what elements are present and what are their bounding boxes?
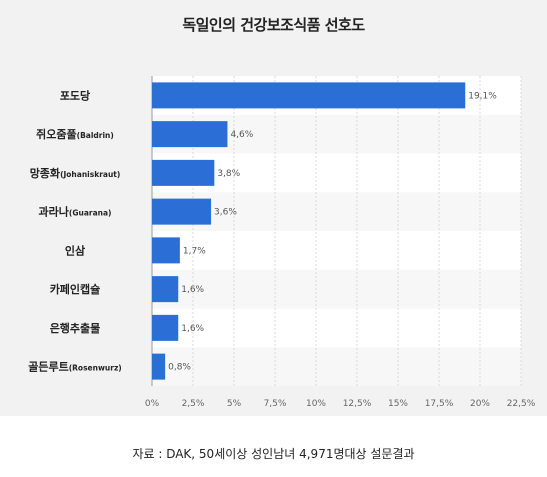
category-label: 망종화(Johaniskraut) [30,166,121,180]
x-tick-label: 22,5% [507,399,536,409]
source-note: 자료 : DAK, 50세이상 성인남녀 4,971명대상 설문결과 [132,447,415,461]
bar [152,276,179,303]
value-label: 4,6% [230,130,253,140]
bar [152,353,166,380]
bar [152,237,180,264]
bar [152,314,179,341]
value-label: 1,7% [183,246,206,256]
category-label: 골든루트(Rosenwurz) [28,361,122,374]
bar-chart: 19,1% 포도당 4,6% 쥐오줌풀(Baldrin) 3,8% 망종화(Johanis… [28,76,536,409]
x-tick-label: 0% [145,399,160,409]
value-label: 19,1% [468,91,497,101]
bar [152,159,215,186]
value-label: 1,6% [181,324,204,334]
value-label: 1,6% [181,285,204,295]
x-tick-label: 20% [470,399,490,409]
bar [152,198,212,225]
x-tick-label: 10% [306,399,326,409]
x-tick-label: 12,5% [343,399,372,409]
category-label: 은행추출물 [50,321,101,335]
category-label: 포도당 [60,88,90,102]
row-stripe [152,347,521,386]
value-label: 3,8% [217,169,240,179]
value-label: 0,8% [168,363,191,373]
category-label: 과라나(Guarana) [39,205,112,219]
x-tick-label: 15% [388,399,408,409]
row-stripe [152,192,521,231]
category-label: 인삼 [65,243,85,257]
bar [152,121,228,148]
category-label: 쥐오줌풀(Baldrin) [36,127,114,141]
category-label: 카페인캡슐 [50,282,101,296]
row-stripe [152,269,521,309]
bar [152,82,466,109]
x-tick-label: 5% [227,399,242,409]
x-tick-label: 17,5% [425,399,454,409]
x-tick-label: 7,5% [264,399,287,409]
chart-title: 독일인의 건강보조식품 선호도 [182,16,365,34]
value-label: 3,6% [214,208,237,218]
x-tick-label: 2,5% [182,399,205,409]
